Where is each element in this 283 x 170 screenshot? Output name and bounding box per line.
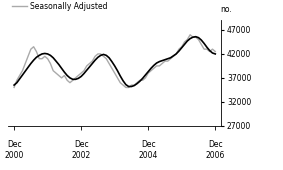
Seasonally Adjusted	[214, 50, 217, 53]
Trend	[127, 86, 130, 88]
Trend	[183, 43, 186, 45]
Text: Dec
2002: Dec 2002	[72, 140, 91, 160]
Seasonally Adjusted	[12, 87, 16, 89]
Trend	[214, 53, 217, 55]
Seasonally Adjusted	[197, 39, 200, 41]
Seasonally Adjusted	[180, 46, 183, 48]
Trend	[113, 65, 116, 67]
Text: Dec
2006: Dec 2006	[205, 140, 225, 160]
Seasonally Adjusted	[80, 72, 83, 74]
Seasonally Adjusted	[57, 74, 61, 76]
Text: no.: no.	[221, 5, 233, 14]
Legend: Trend, Seasonally Adjusted: Trend, Seasonally Adjusted	[8, 0, 110, 14]
Trend	[12, 84, 16, 86]
Trend	[194, 36, 197, 38]
Seasonally Adjusted	[188, 34, 192, 36]
Line: Seasonally Adjusted: Seasonally Adjusted	[14, 35, 215, 88]
Trend	[80, 75, 83, 78]
Trend	[200, 39, 203, 41]
Text: Dec
2000: Dec 2000	[5, 140, 24, 160]
Seasonally Adjusted	[186, 39, 189, 41]
Seasonally Adjusted	[113, 72, 116, 74]
Line: Trend: Trend	[14, 37, 215, 87]
Trend	[188, 38, 192, 40]
Text: Dec
2004: Dec 2004	[138, 140, 158, 160]
Trend	[57, 63, 61, 65]
